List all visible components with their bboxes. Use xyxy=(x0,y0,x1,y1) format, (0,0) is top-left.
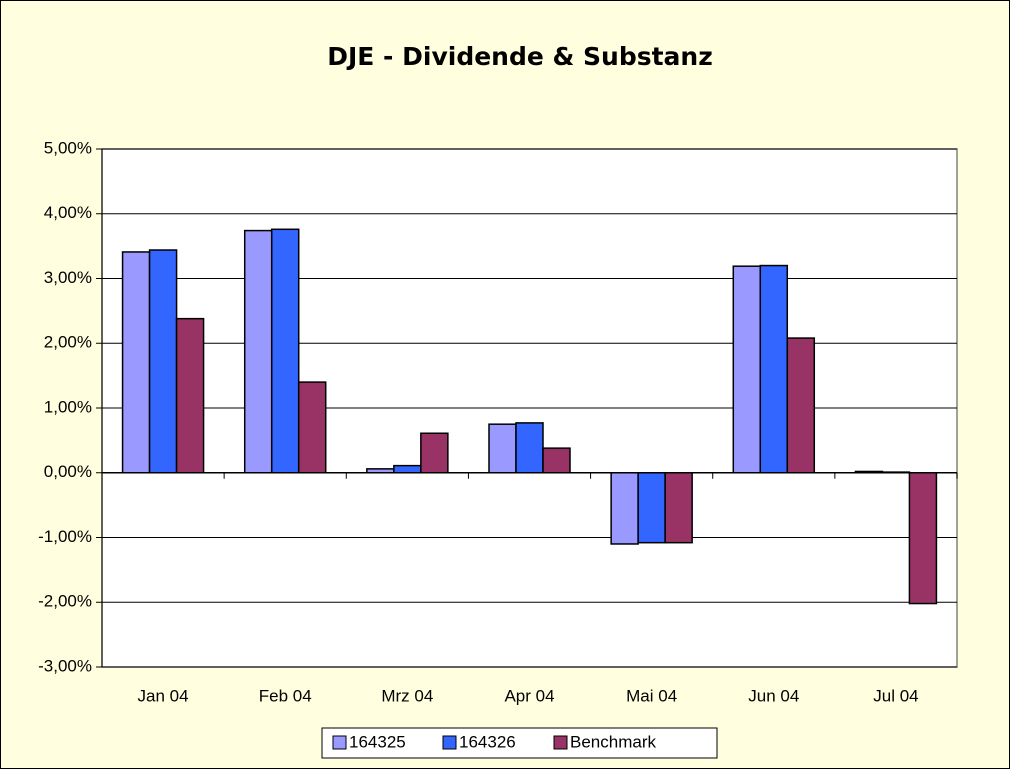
bar xyxy=(610,472,639,545)
legend-box xyxy=(321,727,718,759)
legend-label: 164325 xyxy=(349,732,406,751)
bar xyxy=(542,447,571,474)
bar xyxy=(908,472,938,605)
bar xyxy=(175,317,205,474)
chart-title: DJE - Dividende & Substanz xyxy=(327,42,713,71)
x-tick-label: Apr 04 xyxy=(504,686,554,705)
bar xyxy=(297,381,327,474)
bar xyxy=(121,251,151,474)
x-tick-label: Feb 04 xyxy=(259,686,312,705)
x-tick-label: Jun 04 xyxy=(748,686,799,705)
legend-swatch xyxy=(332,735,347,750)
x-tick-label: Jul 04 xyxy=(873,686,918,705)
y-tick-label: -1,00% xyxy=(38,527,92,546)
bar xyxy=(243,229,273,474)
bar xyxy=(664,472,693,544)
x-tick-label: Jan 04 xyxy=(138,686,189,705)
bar xyxy=(148,249,178,474)
legend-swatch xyxy=(442,735,457,750)
y-tick-label: -3,00% xyxy=(38,656,92,675)
legend-swatch xyxy=(553,735,568,750)
bar xyxy=(270,228,300,474)
bar xyxy=(393,464,422,474)
bar xyxy=(732,265,762,474)
bar xyxy=(420,432,449,474)
y-tick-label: 1,00% xyxy=(44,397,92,416)
bar xyxy=(515,422,544,474)
y-tick-label: 2,00% xyxy=(44,333,92,352)
y-tick-label: 0,00% xyxy=(44,462,92,481)
y-tick-label: 5,00% xyxy=(44,138,92,157)
bar xyxy=(786,337,816,474)
y-tick-label: 3,00% xyxy=(44,268,92,287)
x-tick-label: Mai 04 xyxy=(626,686,677,705)
x-tick-label: Mrz 04 xyxy=(381,686,433,705)
legend-label: Benchmark xyxy=(570,732,656,751)
bar xyxy=(759,264,789,474)
bar xyxy=(637,472,666,544)
y-tick-label: -2,00% xyxy=(38,592,92,611)
y-tick-label: 4,00% xyxy=(44,203,92,222)
legend-label: 164326 xyxy=(459,732,516,751)
bar xyxy=(488,423,517,474)
